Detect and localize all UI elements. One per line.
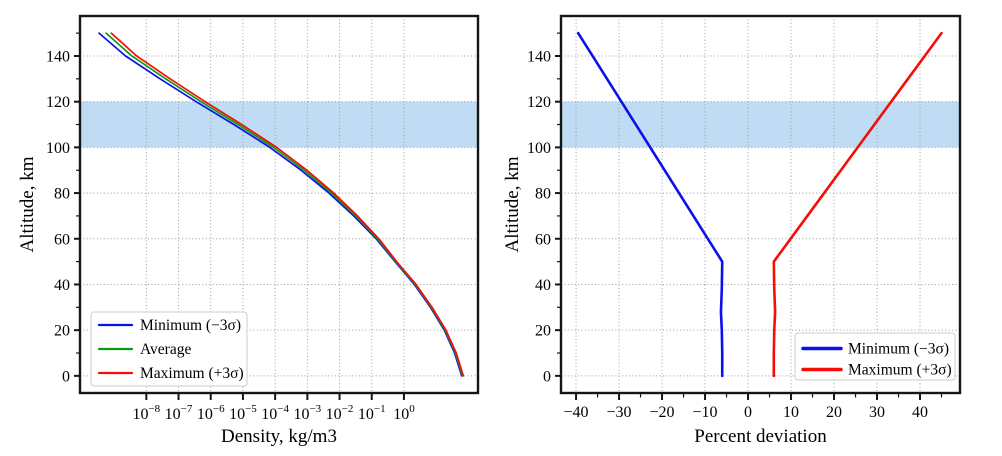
y-tick-label: 60 [535, 231, 551, 248]
y-tick-label: 140 [527, 48, 551, 65]
x-tick-label: 10−6 [197, 403, 225, 423]
x-tick-label: 10−2 [326, 403, 354, 423]
y-tick-label: 100 [46, 140, 70, 157]
y-tick-label: 140 [46, 48, 70, 65]
axes-frame [78, 14, 480, 395]
x-axis-label: Density, kg/m3 [221, 426, 337, 447]
x-tick-label: 40 [912, 404, 928, 421]
legend-label: Average [140, 341, 191, 358]
x-axis-label: Percent deviation [694, 426, 827, 447]
x-tick-label: −10 [693, 404, 718, 421]
legend-label: Minimum (−3σ) [848, 341, 949, 358]
x-tick-label: 10 [783, 404, 799, 421]
density-panel: 10−8 10−7 10−6 10−5 10−4 10−3 10−2 10−1 100 0 20 40… [17, 14, 480, 447]
x-tick-label: 10−8 [132, 403, 160, 423]
x-tick-label: 10−5 [229, 403, 257, 423]
y-tick-label: 20 [535, 323, 551, 340]
series-line-maximum [110, 32, 465, 377]
legend-label: Maximum (+3σ) [848, 362, 952, 379]
y-tick-label: 0 [543, 368, 551, 385]
x-tick-label: 30 [869, 404, 885, 421]
y-axis-label: Altitude, km [502, 156, 523, 252]
x-tick-label: 10−7 [165, 403, 193, 423]
y-tick-label: 0 [62, 368, 70, 385]
y-tick-label: 40 [54, 277, 70, 294]
y-tick-label: 20 [54, 323, 70, 340]
y-tick-label: 60 [54, 231, 70, 248]
altitude-band-100-120km [561, 101, 960, 148]
x-tick-label: 10−3 [293, 403, 321, 423]
legend-box [90, 311, 248, 387]
altitude-band-100-120km [80, 101, 478, 148]
y-tick-label: 80 [54, 186, 70, 203]
legend-label: Minimum (−3σ) [140, 317, 241, 334]
series-line-maximum [772, 31, 943, 378]
y-tick-label: 120 [46, 94, 70, 111]
y-tick-label: 120 [527, 94, 551, 111]
percent-deviation-chart: −40 −30 −20 −10 0 10 20 30 40 0 20 40 60 80 100 120 140 P… [502, 14, 962, 447]
axes-frame [559, 14, 962, 395]
deviation-panel: −40 −30 −20 −10 0 10 20 30 40 0 20 40 60 80 100 120 140 P… [501, 0, 1002, 456]
x-tick-label: 10−4 [261, 403, 289, 423]
legend-label: Maximum (+3σ) [140, 365, 244, 382]
x-tick-label: 100 [393, 403, 415, 423]
y-axis-label: Altitude, km [17, 156, 38, 252]
x-tick-label: −30 [607, 404, 632, 421]
density-profile-chart: 10−8 10−7 10−6 10−5 10−4 10−3 10−2 10−1 100 0 20 40… [17, 14, 480, 447]
y-tick-label: 80 [535, 186, 551, 203]
x-tick-label: −40 [564, 404, 589, 421]
x-tick-label: 0 [744, 404, 752, 421]
x-tick-label: −20 [650, 404, 675, 421]
x-tick-label: 20 [826, 404, 842, 421]
y-tick-label: 100 [527, 140, 551, 157]
x-tick-label: 10−1 [358, 403, 386, 423]
y-tick-label: 40 [535, 277, 551, 294]
series-line-minimum [576, 31, 724, 378]
